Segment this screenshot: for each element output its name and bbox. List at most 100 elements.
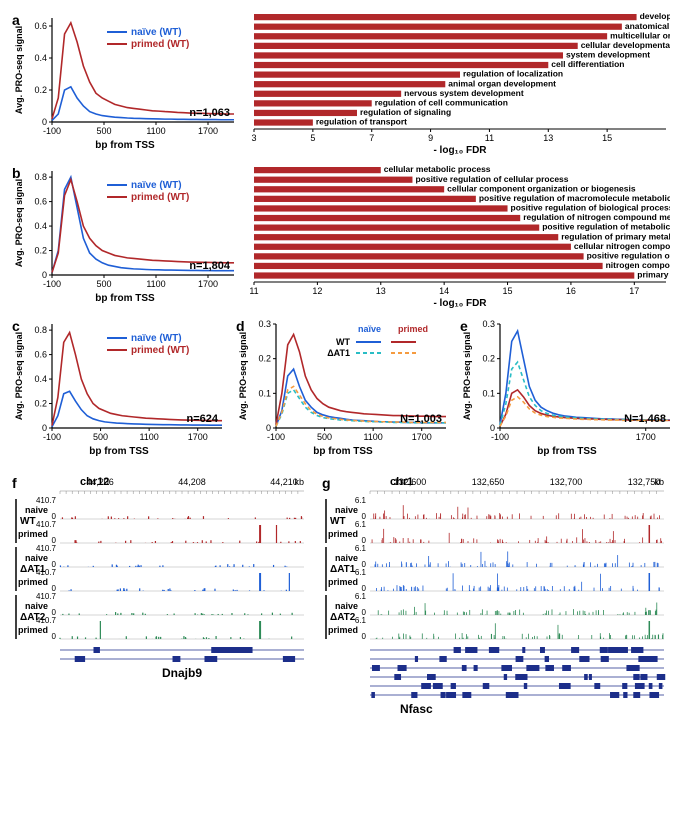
panel-g-label: g xyxy=(322,475,331,491)
panel-a-row: a 00.20.40.6-10050011001700Avg. PRO-seq … xyxy=(10,10,676,155)
svg-text:0.4: 0.4 xyxy=(34,53,47,63)
svg-text:1700: 1700 xyxy=(198,126,218,136)
xlabel-a: bp from TSS xyxy=(10,140,240,151)
svg-text:- log₁₀ FDR: - log₁₀ FDR xyxy=(433,298,487,308)
svg-text:Dnajb9: Dnajb9 xyxy=(162,666,202,680)
svg-text:cellular developmental process: cellular developmental process xyxy=(581,40,670,50)
svg-text:WT: WT xyxy=(20,516,36,527)
svg-text:500: 500 xyxy=(93,432,108,442)
line-chart-a: 00.20.40.6-10050011001700Avg. PRO-seq si… xyxy=(10,10,240,140)
svg-text:5: 5 xyxy=(310,133,315,143)
svg-text:11: 11 xyxy=(485,133,494,143)
genome-browser-g: chr1132,600132,650132,700132,750kbWT6.10… xyxy=(320,473,670,723)
svg-text:0.3: 0.3 xyxy=(258,319,271,329)
svg-text:6.1: 6.1 xyxy=(355,568,367,577)
svg-text:primed: primed xyxy=(18,577,48,587)
svg-text:6.1: 6.1 xyxy=(355,616,367,625)
svg-text:kb: kb xyxy=(654,477,664,487)
svg-text:ΔAT2: ΔAT2 xyxy=(330,612,356,623)
svg-text:naïve (WT): naïve (WT) xyxy=(131,27,182,38)
svg-text:1100: 1100 xyxy=(363,432,382,442)
svg-text:primed: primed xyxy=(18,529,48,539)
svg-text:9: 9 xyxy=(428,133,433,143)
svg-text:ΔAT1: ΔAT1 xyxy=(330,564,356,575)
svg-text:0.1: 0.1 xyxy=(482,388,495,398)
svg-text:6.1: 6.1 xyxy=(355,592,367,601)
svg-text:naïve: naïve xyxy=(358,324,381,334)
svg-text:ΔAT1: ΔAT1 xyxy=(327,348,350,358)
svg-text:410.7: 410.7 xyxy=(36,568,57,577)
svg-text:WT: WT xyxy=(336,337,350,347)
svg-text:500: 500 xyxy=(96,279,111,289)
svg-text:0.4: 0.4 xyxy=(34,221,47,231)
svg-text:1700: 1700 xyxy=(412,432,432,442)
svg-text:-100: -100 xyxy=(267,432,285,442)
svg-text:6.1: 6.1 xyxy=(355,496,367,505)
svg-text:44,206: 44,206 xyxy=(86,477,114,487)
svg-text:-100: -100 xyxy=(43,126,61,136)
svg-text:primed: primed xyxy=(328,625,358,635)
svg-text:cellular component organizatio: cellular component organization or bioge… xyxy=(447,183,636,193)
svg-text:regulation of primary metaboli: regulation of primary metabolic process xyxy=(561,231,670,241)
svg-text:0.1: 0.1 xyxy=(258,388,271,398)
svg-text:0.2: 0.2 xyxy=(34,246,47,256)
svg-text:-100: -100 xyxy=(43,432,61,442)
panels-fg-row: f chr1244,20644,20844,210kbWT410.70naive… xyxy=(10,473,676,723)
svg-text:primed: primed xyxy=(328,577,358,587)
svg-text:regulation of signaling: regulation of signaling xyxy=(360,107,451,117)
svg-text:0.3: 0.3 xyxy=(482,319,495,329)
panel-b-chart: b 00.20.40.60.8-10050011001700Avg. PRO-s… xyxy=(10,163,240,304)
svg-text:cellular metabolic process: cellular metabolic process xyxy=(384,164,491,174)
svg-text:0: 0 xyxy=(362,632,367,641)
svg-text:n=624: n=624 xyxy=(187,413,219,425)
panel-d-label: d xyxy=(236,318,245,334)
panel-b-label: b xyxy=(12,165,21,181)
svg-text:developmental process: developmental process xyxy=(640,11,670,21)
svg-text:naïve (WT): naïve (WT) xyxy=(131,180,182,191)
svg-text:13: 13 xyxy=(543,133,553,143)
svg-text:1700: 1700 xyxy=(198,279,218,289)
svg-text:primed (WT): primed (WT) xyxy=(131,192,189,203)
go-bars-b: cellular metabolic process positive regul… xyxy=(250,163,670,308)
svg-text:naive: naive xyxy=(25,553,48,563)
svg-text:N=1,003: N=1,003 xyxy=(400,413,442,425)
svg-text:anatomical structure developme: anatomical structure development xyxy=(625,21,670,31)
svg-text:animal organ development: animal organ development xyxy=(448,78,556,88)
svg-text:6.1: 6.1 xyxy=(355,544,367,553)
svg-text:0.6: 0.6 xyxy=(34,21,47,31)
go-bars-a: developmental processanatomical structur… xyxy=(250,10,670,155)
svg-text:primed (WT): primed (WT) xyxy=(131,345,189,356)
svg-text:nitrogen compound metabolic pr: nitrogen compound metabolic process xyxy=(606,260,670,270)
svg-text:cellular nitrogen compound met: cellular nitrogen compound metabolic pro… xyxy=(574,241,670,251)
svg-text:N=1,468: N=1,468 xyxy=(624,413,666,425)
svg-text:naive: naive xyxy=(25,601,48,611)
svg-text:0.2: 0.2 xyxy=(482,354,495,364)
svg-text:positive regulation of biologi: positive regulation of biological proces… xyxy=(511,203,670,213)
panel-a-label: a xyxy=(12,12,20,28)
svg-text:44,208: 44,208 xyxy=(178,477,206,487)
svg-text:0.6: 0.6 xyxy=(34,350,47,360)
svg-text:cell differentiation: cell differentiation xyxy=(551,59,624,69)
svg-text:kb: kb xyxy=(294,477,304,487)
svg-text:15: 15 xyxy=(602,133,612,143)
svg-text:0.8: 0.8 xyxy=(34,325,47,335)
svg-text:500: 500 xyxy=(317,432,332,442)
svg-text:primed (WT): primed (WT) xyxy=(131,39,189,50)
panel-g: g chr1132,600132,650132,700132,750kbWT6.… xyxy=(320,473,670,723)
panel-d-chart: d 00.10.20.3-10050011001700Avg. PRO-seq … xyxy=(234,316,452,457)
svg-text:1100: 1100 xyxy=(146,279,165,289)
svg-text:- log₁₀ FDR: - log₁₀ FDR xyxy=(433,145,487,155)
svg-text:132,600: 132,600 xyxy=(394,477,427,487)
svg-text:1700: 1700 xyxy=(636,432,656,442)
line-chart-c: 00.20.40.60.8-10050011001700Avg. PRO-seq… xyxy=(10,316,228,446)
panel-e-label: e xyxy=(460,318,468,334)
svg-text:primed: primed xyxy=(398,324,428,334)
panel-a-go: developmental processanatomical structur… xyxy=(250,10,676,155)
svg-text:Avg. PRO-seq signal: Avg. PRO-seq signal xyxy=(14,179,24,267)
svg-text:system development: system development xyxy=(566,50,650,60)
svg-text:410.7: 410.7 xyxy=(36,496,57,505)
svg-text:Avg. PRO-seq signal: Avg. PRO-seq signal xyxy=(238,332,248,420)
svg-text:0.2: 0.2 xyxy=(258,354,271,364)
line-chart-e: 00.10.20.3-1001700Avg. PRO-seq signalN=1… xyxy=(458,316,676,446)
xlabel-e: bp from TSS xyxy=(458,446,676,457)
